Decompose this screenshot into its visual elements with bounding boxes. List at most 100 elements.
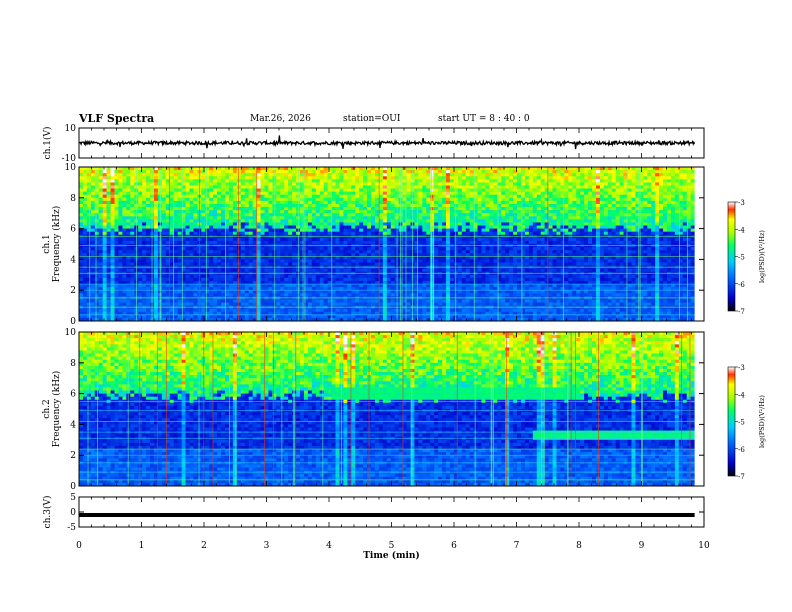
spectrogram-cell bbox=[359, 317, 364, 322]
spectrogram-cell bbox=[323, 231, 328, 236]
spectrogram-cell bbox=[236, 173, 242, 177]
spectrogram-cell bbox=[307, 268, 313, 273]
spectrogram-cell bbox=[244, 228, 249, 232]
spectrogram-cell bbox=[303, 314, 309, 319]
spectrogram-cell bbox=[461, 216, 467, 220]
spectrogram-cell bbox=[414, 231, 419, 236]
spectrogram-cell bbox=[335, 228, 340, 232]
spectrogram-cell bbox=[355, 250, 360, 254]
spectrogram-cell bbox=[268, 284, 273, 288]
spectrogram-cell bbox=[307, 280, 313, 285]
spectrogram-cell bbox=[177, 317, 182, 322]
spectrogram-cell bbox=[161, 280, 167, 285]
spectrogram-cell bbox=[209, 194, 214, 199]
spectrogram-cell bbox=[98, 182, 103, 186]
spectrogram-cell bbox=[343, 231, 348, 236]
spectrogram-cell bbox=[347, 216, 352, 220]
spectrogram-cell bbox=[138, 207, 143, 211]
spectrogram-cell bbox=[177, 179, 182, 183]
spectrogram-cell bbox=[359, 299, 364, 303]
spectrogram-cell bbox=[465, 290, 470, 294]
spectrogram-cell bbox=[122, 194, 127, 199]
spectrogram-cell bbox=[86, 311, 92, 316]
spectrogram-cell bbox=[138, 280, 143, 285]
spectrogram-cell bbox=[114, 314, 119, 319]
spectrogram-cell bbox=[347, 284, 352, 288]
spectrogram-cell bbox=[118, 250, 123, 254]
spectrogram-cell bbox=[173, 274, 178, 279]
spectrogram-cell bbox=[181, 225, 186, 229]
spectrogram-cell bbox=[110, 299, 115, 303]
spectrogram-cell bbox=[351, 182, 356, 186]
spectrogram-cell bbox=[434, 219, 439, 223]
spectrogram-cell bbox=[189, 302, 194, 306]
spectrogram-cell bbox=[240, 191, 246, 196]
spectrogram-cell bbox=[292, 219, 297, 223]
spectrogram-cell bbox=[138, 268, 143, 273]
spectrogram-cell bbox=[138, 259, 143, 263]
spectrogram-cell bbox=[386, 194, 392, 199]
spectrogram-cell bbox=[347, 167, 352, 171]
spectrogram-cell bbox=[299, 216, 305, 220]
spectrogram-cell bbox=[402, 210, 407, 214]
spectrogram-cell bbox=[446, 259, 451, 263]
spectrogram-cell bbox=[130, 311, 135, 316]
spectrogram-cell bbox=[177, 274, 182, 279]
spectrogram-cell bbox=[110, 274, 115, 279]
spectrogram-cell bbox=[264, 280, 269, 285]
spectrogram-cell bbox=[323, 284, 328, 288]
spectrogram-cell bbox=[378, 308, 384, 313]
spectrogram-cell bbox=[86, 219, 92, 223]
spectrogram-cell bbox=[371, 176, 376, 180]
spectrogram-cell bbox=[165, 256, 171, 260]
spectrogram-cell bbox=[236, 179, 242, 183]
spectrogram-cell bbox=[209, 203, 214, 208]
spectrogram-cell bbox=[86, 290, 92, 294]
spectrogram-cell bbox=[457, 231, 463, 236]
spectrogram-cell bbox=[402, 277, 407, 282]
spectrogram-cell bbox=[228, 247, 234, 251]
spectrogram-cell bbox=[146, 311, 151, 316]
spectrogram-cell bbox=[367, 207, 372, 211]
spectrogram-cell bbox=[232, 182, 238, 186]
spectrogram-cell bbox=[426, 228, 431, 232]
spectrogram-cell bbox=[315, 268, 321, 273]
spectrogram-cell bbox=[189, 203, 194, 208]
spectrogram-cell bbox=[177, 200, 182, 205]
spectrogram-cell bbox=[303, 259, 309, 263]
spectrogram-cell bbox=[465, 293, 470, 297]
spectrogram-cell bbox=[430, 219, 435, 223]
spectrogram-cell bbox=[414, 277, 419, 282]
spectrogram-cell bbox=[209, 197, 214, 202]
spectrogram-cell bbox=[335, 210, 340, 214]
spectrogram-cell bbox=[193, 228, 198, 232]
spectrogram-cell bbox=[374, 302, 380, 306]
spectrogram-cell bbox=[146, 197, 151, 202]
spectrogram-cell bbox=[161, 219, 167, 223]
spectrogram-cell bbox=[185, 167, 190, 171]
spectrogram-cell bbox=[126, 302, 131, 306]
spectrogram-cell bbox=[161, 253, 167, 257]
spectrogram-cell bbox=[442, 237, 447, 242]
spectrogram-cell bbox=[374, 253, 380, 257]
spectrogram-cell bbox=[327, 203, 332, 208]
spectrogram-cell bbox=[193, 219, 198, 223]
spectrogram-cell bbox=[181, 203, 186, 208]
spectrogram-cell bbox=[213, 311, 218, 316]
spectrogram-cell bbox=[236, 207, 242, 211]
spectrogram-cell bbox=[327, 293, 332, 297]
spectrogram-cell bbox=[457, 197, 463, 202]
spectrogram-cell bbox=[90, 240, 96, 245]
spectrogram-cell bbox=[465, 176, 470, 180]
spectrogram-cell bbox=[280, 216, 285, 220]
spectrogram-cell bbox=[193, 277, 198, 282]
spectrogram-cell bbox=[228, 213, 234, 217]
spectrogram-cell bbox=[209, 207, 214, 211]
spectrogram-cell bbox=[434, 213, 439, 217]
spectrogram-cell bbox=[438, 237, 443, 242]
spectrogram-cell bbox=[402, 308, 407, 313]
spectrogram-cell bbox=[299, 299, 305, 303]
spectrogram-cell bbox=[102, 207, 107, 211]
spectrogram-cell bbox=[153, 182, 159, 186]
spectrogram-cell bbox=[367, 256, 372, 260]
